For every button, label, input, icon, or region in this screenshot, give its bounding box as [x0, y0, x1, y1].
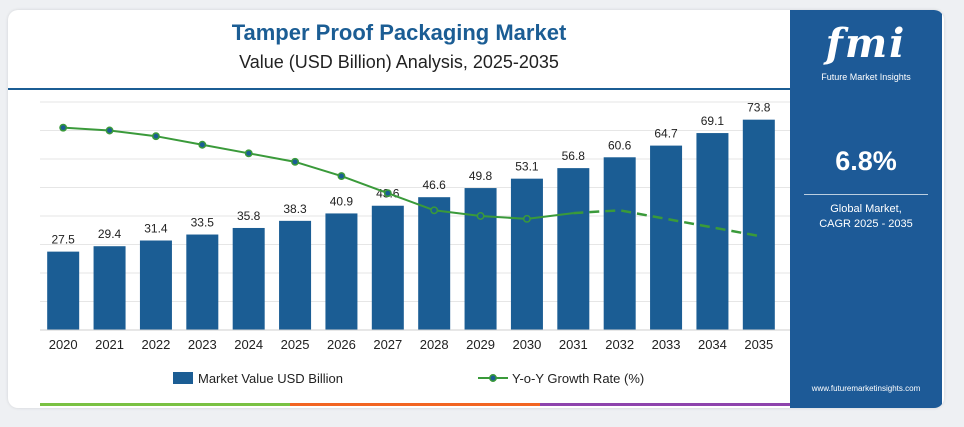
cagr-label-line2: CAGR 2025 - 2035: [819, 218, 913, 230]
sidebar-panel: fmi Future Market Insights 6.8% Global M…: [790, 10, 942, 408]
x-tick-label: 2035: [744, 337, 773, 352]
sidebar-divider: [804, 194, 928, 195]
bar: [371, 205, 404, 330]
growth-point: [337, 172, 346, 181]
bar-value-label: 27.5: [52, 233, 76, 247]
x-tick-label: 2031: [559, 337, 588, 352]
x-tick-label: 2028: [420, 337, 449, 352]
bar: [464, 188, 497, 330]
x-tick-label: 2032: [605, 337, 634, 352]
x-axis-ticks: 2020 2021 2022 2023 2024 2025 2026 2027 2028 2029…: [40, 329, 790, 352]
bar-value-label: 35.8: [237, 209, 261, 223]
bar-value-label: 53.1: [515, 160, 539, 174]
bar: [47, 251, 80, 330]
x-tick-label: 2022: [141, 337, 170, 352]
bar-value-label: 49.8: [469, 169, 493, 183]
x-tick-label: 2021: [95, 337, 124, 352]
growth-point: [59, 123, 68, 132]
growth-line: [59, 123, 760, 238]
bar: [742, 119, 775, 330]
growth-line-solid: [63, 126, 574, 220]
chart-plot: 27.529.431.433.535.838.340.943.646.649.8…: [40, 101, 790, 386]
bar: [232, 227, 265, 330]
bar: [510, 178, 543, 330]
growth-point: [244, 149, 253, 158]
x-tick-label: 2027: [373, 337, 402, 352]
x-tick-label: 2023: [188, 337, 217, 352]
bar-value-label: 31.4: [144, 222, 168, 236]
bar: [139, 240, 172, 330]
legend-label-line: Y-o-Y Growth Rate (%): [512, 371, 644, 386]
bar-value-label: 46.6: [423, 178, 447, 192]
x-tick-label: 2024: [234, 337, 263, 352]
legend: Market Value USD Billion Y-o-Y Growth Rat…: [173, 371, 644, 386]
growth-point: [198, 140, 207, 149]
growth-point: [151, 132, 160, 141]
accent-segment-green: [40, 403, 290, 406]
bar: [696, 133, 729, 330]
chart-subtitle: Value (USD Billion) Analysis, 2025-2035: [239, 52, 559, 72]
bar-value-label: 73.8: [747, 101, 771, 115]
bar-value-label: 33.5: [191, 216, 215, 230]
bar: [650, 145, 683, 330]
bar-value-label: 64.7: [654, 127, 678, 141]
chart-title: Tamper Proof Packaging Market: [231, 20, 567, 45]
growth-point: [383, 189, 392, 198]
bar: [557, 168, 590, 330]
chart-header: Tamper Proof Packaging Market Value (USD…: [8, 10, 790, 90]
growth-point: [291, 157, 300, 166]
x-tick-label: 2029: [466, 337, 495, 352]
bar: [418, 197, 451, 330]
bar: [603, 157, 636, 330]
growth-point: [105, 126, 114, 135]
website-link[interactable]: www.futuremarketinsights.com: [811, 384, 921, 393]
growth-point: [476, 212, 485, 220]
accent-segment-purple: [540, 403, 790, 406]
header-divider: [8, 88, 790, 90]
fmi-logo: fmi: [825, 20, 907, 67]
bar-value-label: 40.9: [330, 194, 354, 208]
data-labels: 27.529.431.433.535.838.340.943.646.649.8…: [52, 101, 771, 247]
growth-point: [522, 214, 531, 223]
accent-segment-orange: [290, 403, 540, 406]
bar: [325, 213, 358, 330]
bar-value-label: 69.1: [701, 114, 725, 128]
cagr-value: 6.8%: [835, 146, 897, 176]
bar-value-label: 29.4: [98, 227, 122, 241]
x-tick-label: 2020: [49, 337, 78, 352]
bar: [279, 220, 312, 330]
bar-value-label: 60.6: [608, 138, 632, 152]
x-tick-label: 2025: [281, 337, 310, 352]
legend-label-bar: Market Value USD Billion: [198, 371, 343, 386]
cagr-label-line1: Global Market,: [830, 203, 902, 215]
bar: [186, 234, 219, 330]
x-tick-label: 2026: [327, 337, 356, 352]
legend-swatch-bar: [173, 372, 193, 384]
bar-value-label: 38.3: [283, 202, 307, 216]
chart-card: Tamper Proof Packaging Market Value (USD…: [8, 10, 944, 408]
x-tick-label: 2034: [698, 337, 727, 352]
x-tick-label: 2030: [512, 337, 541, 352]
growth-point: [430, 206, 439, 215]
bar: [93, 246, 126, 330]
legend-swatch-dot: [489, 374, 497, 382]
bars: [47, 119, 775, 330]
bottom-accent-bar: [40, 403, 790, 406]
bar-value-label: 56.8: [562, 149, 586, 163]
x-tick-label: 2033: [652, 337, 681, 352]
logo-subtitle: Future Market Insights: [821, 72, 911, 82]
